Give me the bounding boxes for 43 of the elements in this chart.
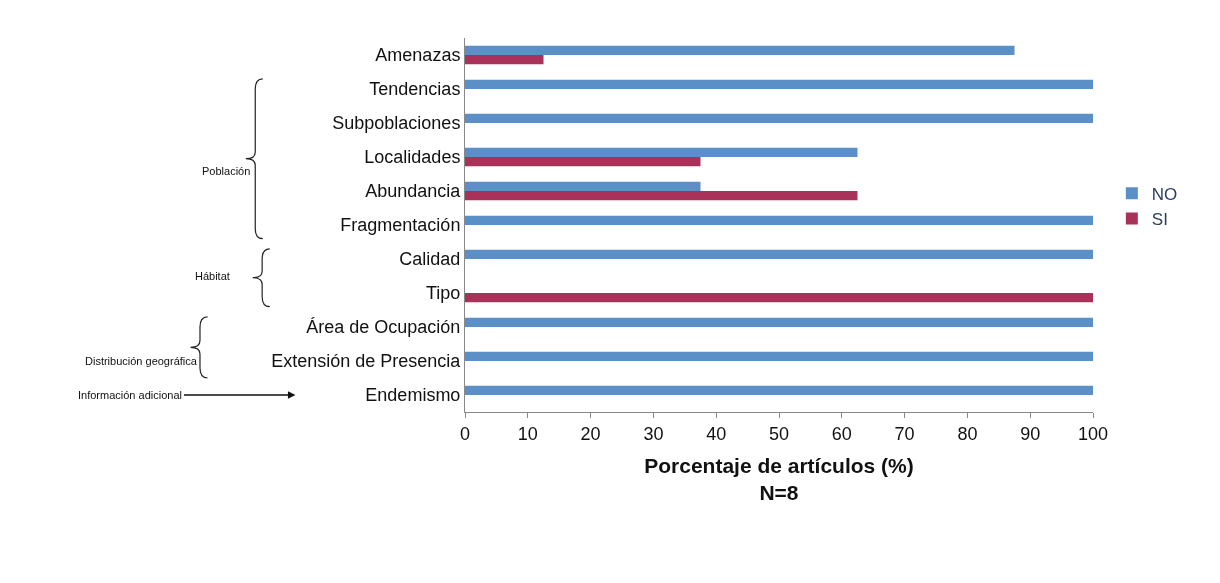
x-tick-label: 50 bbox=[768, 423, 790, 444]
y-tick-label: Localidades bbox=[364, 147, 461, 168]
bar bbox=[465, 293, 1093, 303]
bar bbox=[465, 79, 1093, 89]
x-tick-label: 90 bbox=[1020, 423, 1041, 444]
x-tick-label: 100 bbox=[1077, 423, 1109, 444]
bar bbox=[465, 181, 701, 191]
y-tick-label: Área de Ocupación bbox=[306, 317, 461, 338]
x-tick-label: 30 bbox=[643, 423, 664, 444]
bar bbox=[465, 351, 1093, 361]
x-tick-label: 20 bbox=[580, 423, 601, 444]
bar bbox=[465, 191, 858, 201]
x-tick-label: 80 bbox=[957, 423, 978, 444]
y-tick-label: Calidad bbox=[399, 249, 461, 270]
legend-label: NO bbox=[1151, 184, 1178, 204]
legend-label: SI bbox=[1151, 210, 1168, 230]
text: Población bbox=[202, 165, 251, 177]
y-tick-label: Subpoblaciones bbox=[332, 113, 461, 134]
bar bbox=[465, 215, 1093, 225]
y-tick-label: Fragmentación bbox=[340, 215, 461, 236]
y-tick-label: Abundancia bbox=[365, 181, 462, 202]
bar bbox=[465, 45, 1015, 55]
text: Información adicional bbox=[78, 389, 182, 401]
bar bbox=[465, 157, 701, 167]
bar bbox=[465, 55, 544, 65]
y-tick-label: Tendencias bbox=[369, 79, 461, 100]
bar bbox=[465, 249, 1093, 259]
bar bbox=[465, 147, 858, 157]
text: Distribución geográfica bbox=[85, 355, 198, 367]
x-tick-label: 70 bbox=[894, 423, 915, 444]
y-tick-label: Endemismo bbox=[365, 385, 461, 406]
x-tick-label: 0 bbox=[459, 423, 471, 444]
bar bbox=[465, 317, 1093, 327]
text: Hábitat bbox=[195, 270, 230, 282]
x-axis-title: Porcentaje de artículos (%) N=8 bbox=[644, 453, 914, 505]
bar bbox=[465, 385, 1093, 395]
bar bbox=[465, 113, 1093, 123]
x-tick-label: 10 bbox=[517, 423, 538, 444]
y-tick-label: Tipo bbox=[426, 283, 461, 304]
y-tick-label: Extensión de Presencia bbox=[271, 351, 462, 372]
y-tick-label: Amenazas bbox=[375, 45, 461, 66]
x-tick-label: 60 bbox=[831, 423, 852, 444]
x-tick-label: 40 bbox=[706, 423, 727, 444]
